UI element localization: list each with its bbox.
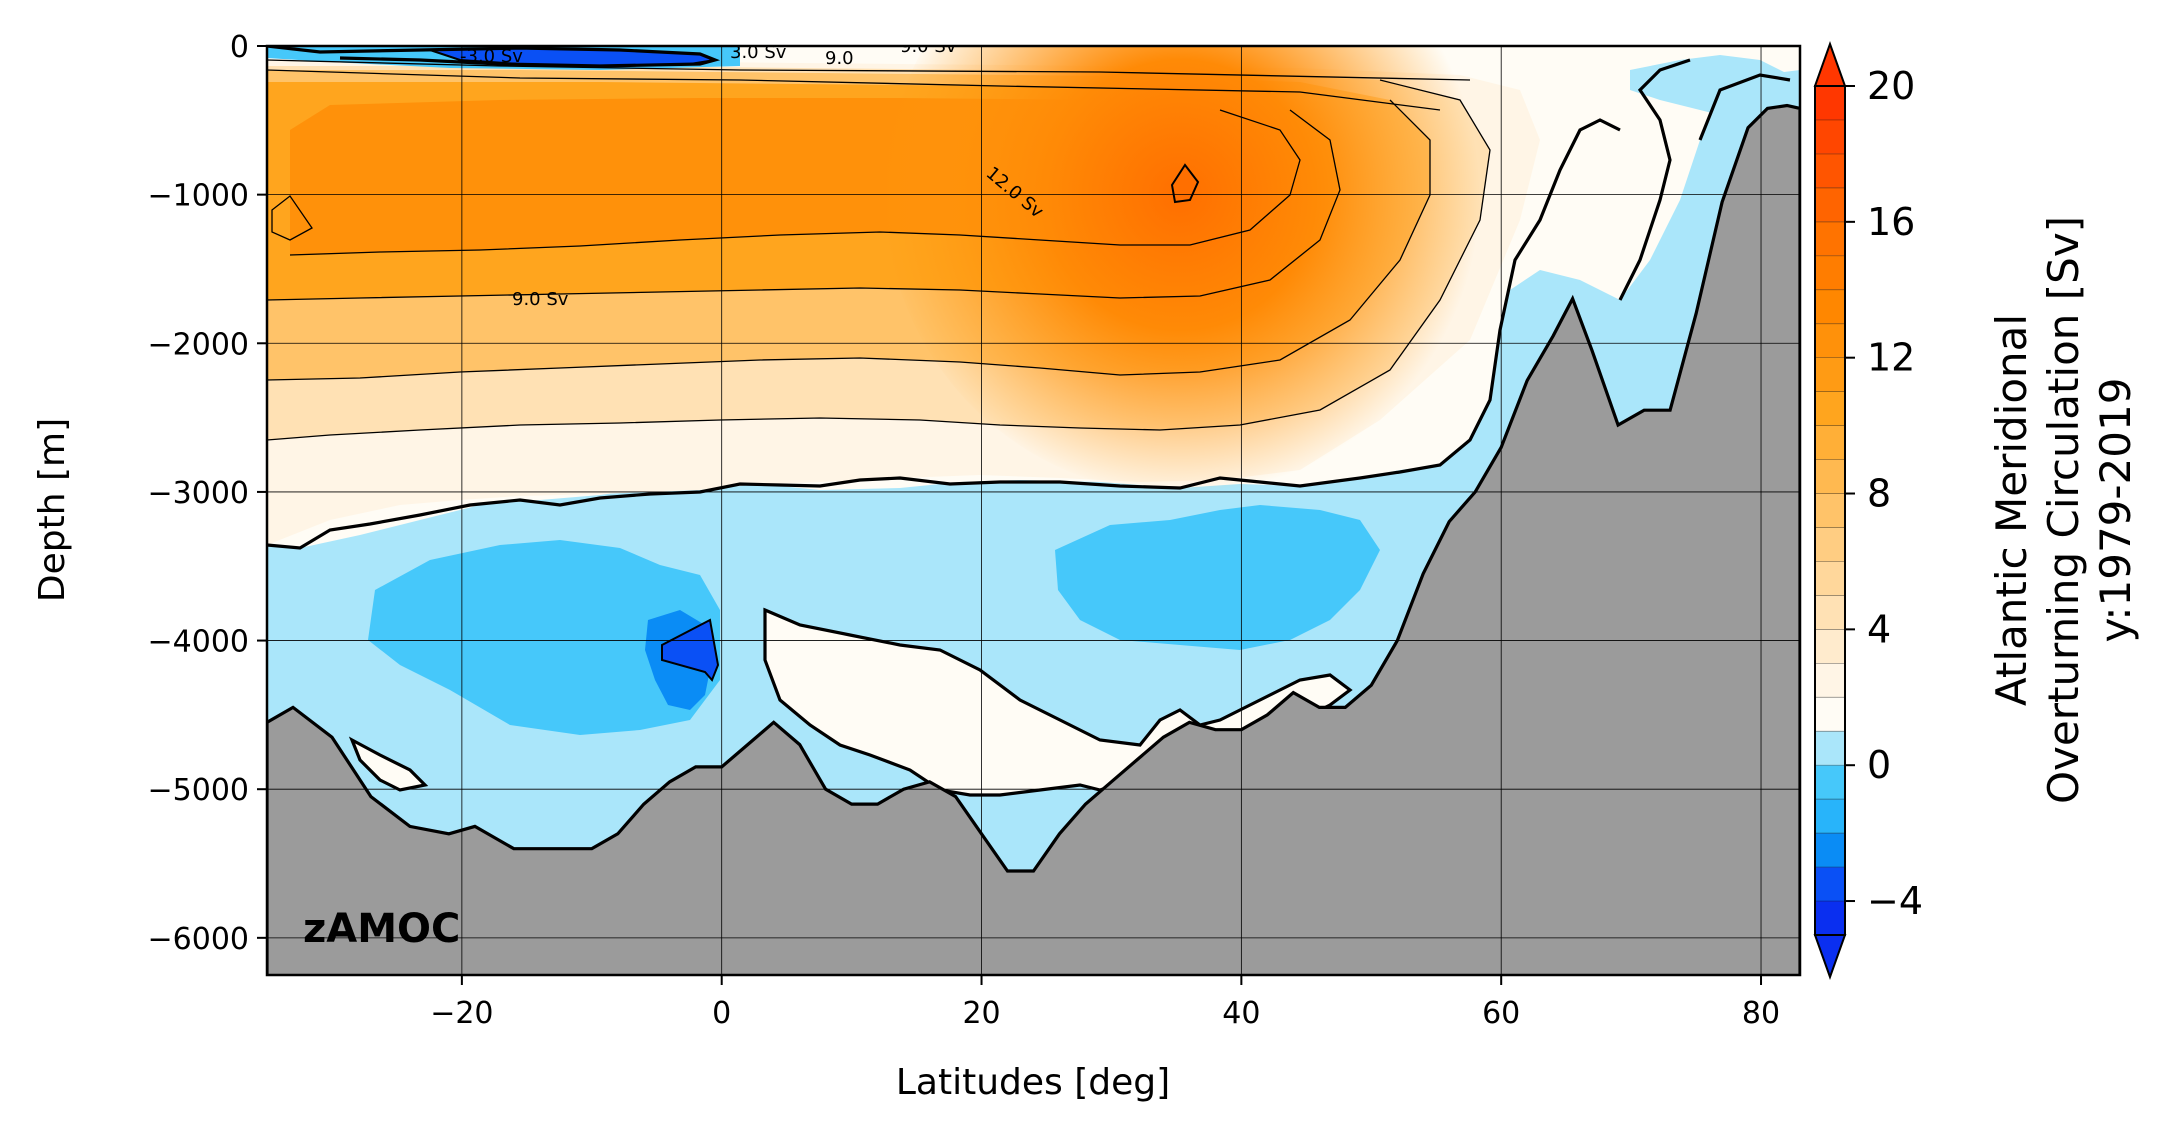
y-axis: 0 −1000 −2000 −3000 −4000 −5000 −6000: [148, 30, 267, 957]
bathymetry-land: [267, 103, 1800, 975]
axes-frame: [265, 44, 1802, 977]
colorbar-segment: [1815, 153, 1845, 188]
colorbar-frame: [1814, 85, 1846, 936]
x-tick-label: 80: [1742, 996, 1780, 1031]
colorbar-tick-label: 0: [1867, 743, 1891, 787]
colorbar-segment: [1815, 867, 1845, 902]
y-tick-label: 0: [230, 30, 249, 65]
y-tick-label: −6000: [148, 922, 249, 957]
colorbar-segment: [1815, 697, 1845, 732]
colorbar-segment: [1815, 901, 1845, 935]
colorbar-segment: [1815, 221, 1845, 256]
colorbar-segment: [1815, 527, 1845, 562]
colorbar-segment: [1815, 357, 1845, 392]
y-tick-label: −5000: [148, 773, 249, 808]
y-axis-label: Depth [m]: [32, 418, 73, 602]
colorbar: −4 0 4 8 12 16 20: [1813, 41, 1923, 980]
y-tick-label: −3000: [148, 476, 249, 511]
colorbar-tick-label: 4: [1867, 607, 1891, 651]
deep-positive-bulge: [763, 607, 1353, 797]
colorbar-title-line-2: Overturning Circulation [Sv]: [2039, 216, 2088, 804]
contour-label-9b: 9.0 Sv: [900, 36, 957, 57]
colorbar-tick-label: −4: [1867, 879, 1923, 923]
colorbar-segment: [1815, 425, 1845, 460]
x-tick-label: −20: [430, 996, 493, 1031]
colorbar-tick-label: 20: [1867, 64, 1915, 108]
colorbar-extend-max: [1813, 41, 1847, 87]
colorbar-segment: [1815, 86, 1845, 120]
south-white-patch: [348, 736, 429, 792]
contour-label-neg3: -3.0 Sv: [460, 46, 523, 67]
colorbar-segment: [1815, 765, 1845, 800]
upper-cell-max: [1170, 163, 1200, 204]
deep-cell-minimum: [661, 618, 720, 682]
zero-contour: [267, 46, 1791, 550]
y-tick-label: −1000: [148, 179, 249, 214]
colorbar-segment: [1815, 493, 1845, 528]
colorbar-segment: [1815, 799, 1845, 834]
upper-cell-core: [885, 46, 1485, 495]
colorbar-segment: [1815, 323, 1845, 358]
colorbar-title: Atlantic Meridional Overturning Circulat…: [1987, 216, 2140, 804]
colorbar-segment: [1815, 187, 1845, 222]
contour-label-9a: 9.0: [825, 48, 854, 69]
y-tick-label: −2000: [148, 327, 249, 362]
grid-lines: [267, 46, 1800, 975]
panel-label: zAMOC: [303, 906, 460, 952]
colorbar-segment: [1815, 663, 1845, 698]
y-tick-label: −4000: [148, 625, 249, 660]
colorbar-segment: [1815, 289, 1845, 324]
colorbar-segment: [1815, 629, 1845, 664]
plot-area: -3.0 Sv 3.0 Sv 9.0 9.0 Sv 12.0 Sv 9.0 Sv…: [267, 36, 1800, 975]
colorbar-tick-label: 8: [1867, 472, 1891, 516]
deep-cell-medium-blue: [368, 540, 720, 735]
x-tick-label: 20: [962, 996, 1000, 1031]
colorbar-segment: [1815, 731, 1845, 766]
x-axis-label: Latitudes [deg]: [896, 1062, 1170, 1103]
colorbar-segment: [1815, 459, 1845, 494]
colorbar-title-line-1: Atlantic Meridional: [1987, 314, 2036, 706]
x-axis: −20 0 20 40 60 80: [430, 975, 1780, 1031]
colorbar-segment: [1815, 595, 1845, 630]
x-tick-label: 0: [712, 996, 731, 1031]
x-tick-label: 40: [1222, 996, 1260, 1031]
contour-label-9: 9.0 Sv: [512, 289, 569, 310]
colorbar-segment: [1815, 561, 1845, 596]
colorbar-segment: [1815, 833, 1845, 868]
colorbar-segment: [1815, 255, 1845, 290]
contour-lines: [267, 59, 1491, 441]
deep-cell-medium-blue-east: [1055, 505, 1380, 650]
colorbar-tick-label: 16: [1867, 200, 1915, 244]
colorbar-segment: [1815, 391, 1845, 426]
contour-label-3: 3.0 Sv: [730, 42, 787, 63]
colorbar-segment: [1815, 119, 1845, 154]
colorbar-title-line-3: y:1979-2019: [2091, 378, 2140, 643]
colorbar-extend-min: [1813, 934, 1847, 980]
x-tick-label: 60: [1482, 996, 1520, 1031]
colorbar-tick-label: 12: [1867, 336, 1915, 380]
